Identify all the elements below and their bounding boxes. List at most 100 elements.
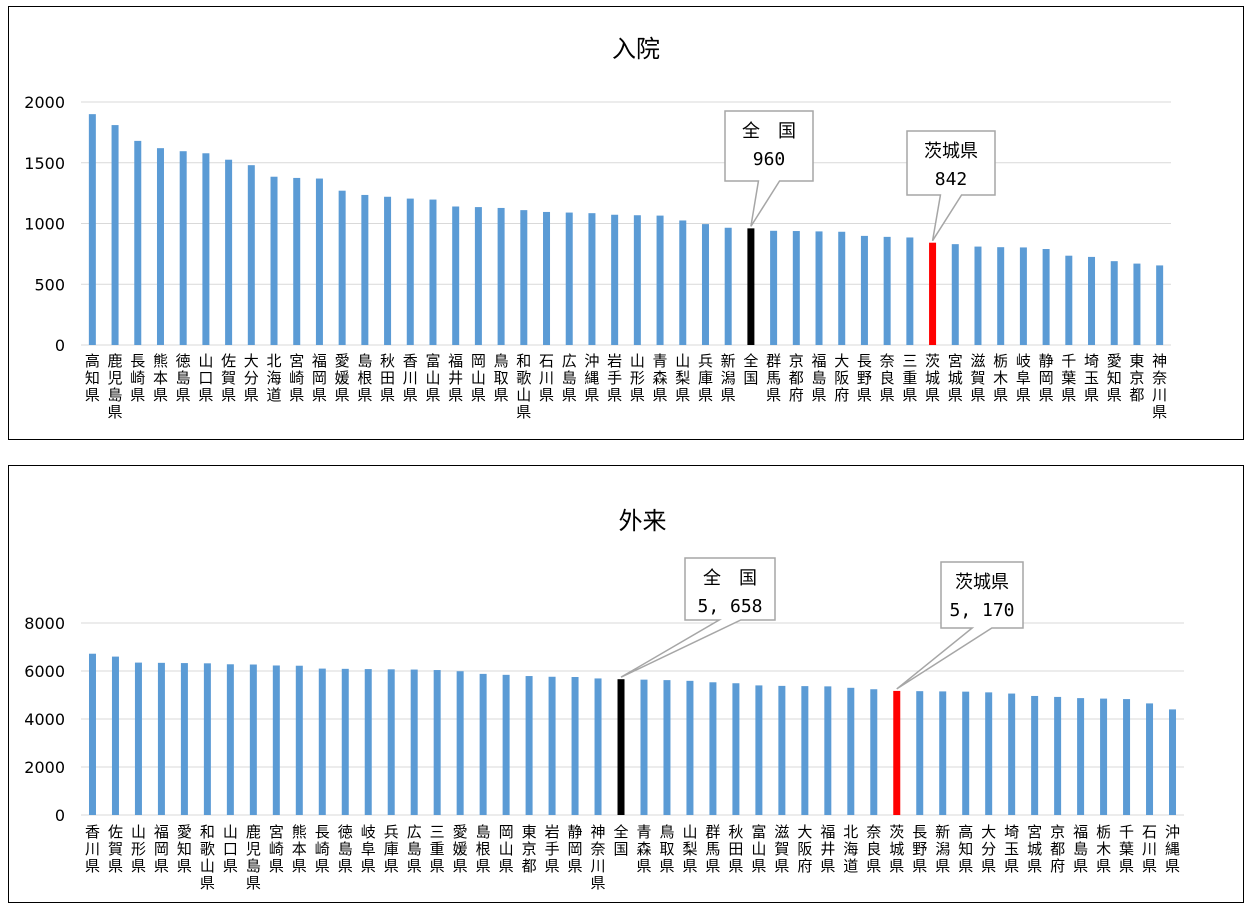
- inpatient-bar: [1065, 255, 1073, 345]
- outpatient-bar: [387, 669, 395, 815]
- outpatient-bar: [732, 683, 740, 815]
- outpatient-bar: [525, 676, 533, 815]
- outpatient-bar: [962, 691, 970, 815]
- outpatient-bar: [180, 663, 188, 815]
- outpatient-bar: [640, 679, 648, 815]
- inpatient-bar: [338, 190, 346, 345]
- outpatient-category-label: 和歌山県: [200, 823, 215, 892]
- outpatient-category-label: 山形県: [131, 823, 146, 875]
- inpatient-callout-label: 全 国: [742, 121, 796, 142]
- inpatient-bar: [951, 244, 959, 345]
- outpatient-category-label: 大阪府: [797, 823, 812, 875]
- outpatient-bar: [985, 692, 993, 815]
- inpatient-bar: [384, 196, 392, 345]
- outpatient-chart-panel: 外来 0 2000 4000 6000 8000 香川県 佐賀県 山形県 福岡県 愛知県 和歌山県 山口…: [8, 465, 1244, 903]
- outpatient-bar: [1169, 709, 1177, 815]
- inpatient-callout-box: [724, 110, 814, 227]
- outpatient-bar: [1031, 695, 1039, 815]
- inpatient-bar: [111, 125, 119, 346]
- outpatient-callout-box: [896, 561, 1024, 690]
- outpatient-bar: [295, 665, 303, 815]
- outpatient-bar: [1123, 699, 1131, 815]
- outpatient-category-label: 福岡県: [154, 823, 169, 875]
- inpatient-category-label: 兵庫県: [698, 352, 713, 404]
- inpatient-category-label: 栃木県: [993, 352, 1008, 404]
- inpatient-bar: [247, 165, 255, 345]
- inpatient-y-tick-label: 1500: [24, 154, 65, 173]
- inpatient-y-tick-label: 1000: [24, 215, 65, 234]
- inpatient-bar: [1019, 247, 1027, 345]
- outpatient-bar: [88, 653, 96, 815]
- inpatient-category-label: 愛媛県: [335, 352, 350, 404]
- inpatient-category-label: 愛知県: [1107, 352, 1122, 404]
- outpatient-category-label: 北海道: [843, 823, 858, 875]
- outpatient-bar: [364, 669, 372, 815]
- outpatient-category-label: 東京都: [522, 823, 537, 875]
- outpatient-category-label: 三重県: [430, 823, 445, 875]
- outpatient-category-label: 鳥取県: [659, 823, 674, 875]
- inpatient-bar: [883, 236, 891, 345]
- inpatient-category-label: 石川県: [539, 352, 554, 404]
- inpatient-category-label: 埼玉県: [1084, 352, 1099, 404]
- outpatient-category-label: 石川県: [1142, 823, 1157, 875]
- outpatient-category-label: 大分県: [981, 823, 996, 875]
- outpatient-bar: [617, 679, 625, 815]
- inpatient-bar: [997, 247, 1005, 345]
- outpatient-bar: [686, 680, 694, 815]
- inpatient-bar: [429, 199, 437, 345]
- inpatient-bar: [724, 227, 732, 345]
- outpatient-bar: [203, 663, 211, 815]
- inpatient-bar: [656, 215, 664, 345]
- outpatient-chart-title: 外来: [619, 507, 667, 535]
- outpatient-callout-label: 茨城県: [955, 572, 1009, 593]
- inpatient-category-label: 熊本県: [153, 352, 168, 404]
- outpatient-category-label: 熊本県: [292, 823, 307, 875]
- outpatient-bar: [1077, 698, 1085, 815]
- inpatient-category-label: 広島県: [562, 352, 577, 404]
- outpatient-bar: [226, 664, 234, 815]
- inpatient-bar: [906, 237, 914, 345]
- outpatient-bar: [663, 680, 671, 815]
- outpatient-category-label: 沖縄県: [1165, 823, 1180, 875]
- inpatient-category-label: 宮城県: [948, 352, 963, 404]
- outpatient-category-label: 滋賀県: [774, 823, 789, 875]
- inpatient-y-tick-label: 0: [55, 336, 65, 355]
- inpatient-y-tick-label: 2000: [24, 93, 65, 112]
- outpatient-bar: [502, 674, 510, 815]
- outpatient-category-label: 島根県: [476, 823, 491, 875]
- inpatient-bar: [270, 176, 278, 345]
- inpatient-bar: [225, 159, 233, 345]
- outpatient-category-label: 新潟県: [935, 823, 950, 875]
- outpatient-y-tick-label: 4000: [24, 710, 65, 729]
- inpatient-category-label: 青森県: [653, 352, 668, 404]
- inpatient-category-label: 秋田県: [380, 352, 395, 404]
- outpatient-category-label: 富山県: [751, 823, 766, 875]
- outpatient-bar: [847, 687, 855, 815]
- inpatient-bar: [474, 207, 482, 345]
- outpatient-bar: [272, 665, 280, 815]
- outpatient-category-label: 山梨県: [682, 823, 697, 875]
- inpatient-bar: [565, 212, 573, 345]
- inpatient-category-label: 群馬県: [766, 352, 781, 404]
- inpatient-category-label: 高知県: [85, 352, 100, 404]
- inpatient-category-label: 山形県: [630, 352, 645, 404]
- outpatient-chart: 外来 0 2000 4000 6000 8000 香川県佐賀県山形県福岡県愛知県和歌山県山口…: [24, 507, 1184, 892]
- outpatient-category-label: 千葉県: [1119, 823, 1134, 875]
- inpatient-category-label: 香川県: [403, 352, 418, 404]
- inpatient-bar: [588, 213, 596, 345]
- inpatient-category-label: 福島県: [812, 352, 827, 404]
- outpatient-category-label: 静岡県: [568, 823, 583, 875]
- inpatient-category-label: 静岡県: [1039, 352, 1054, 404]
- outpatient-category-label: 愛知県: [177, 823, 192, 875]
- outpatient-category-label: 広島県: [407, 823, 422, 875]
- outpatient-category-label: 長野県: [912, 823, 927, 875]
- outpatient-category-label: 福島県: [1073, 823, 1088, 875]
- inpatient-category-label: 新潟県: [721, 352, 736, 404]
- inpatient-bar: [452, 206, 460, 345]
- inpatient-chart: 入院 0 500 1000 1500 2000 高知県鹿児島県長崎県熊本県徳島県山口県佐賀県…: [24, 35, 1171, 421]
- outpatient-category-label: 奈良県: [866, 823, 881, 875]
- inpatient-bar: [770, 230, 778, 345]
- inpatient-category-label: 大阪府: [834, 352, 849, 404]
- outpatient-category-label: 京都府: [1050, 823, 1065, 875]
- inpatient-category-label: 山口県: [198, 352, 213, 404]
